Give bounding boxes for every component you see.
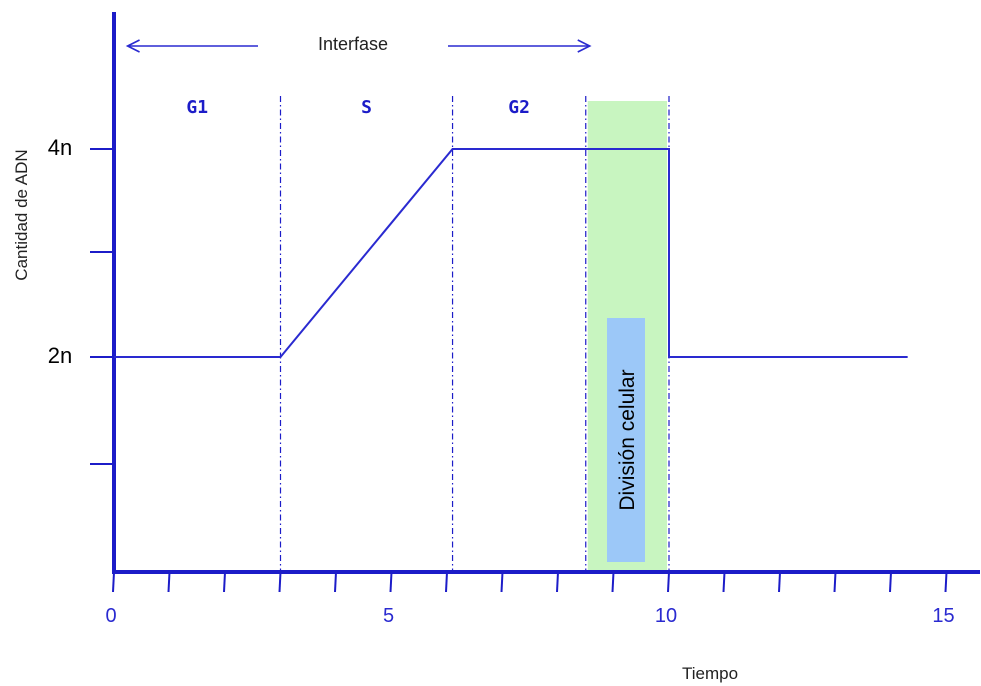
x-tick-label: 0 — [105, 605, 116, 627]
division-label: División celular — [616, 369, 639, 510]
y-axis-title: Cantidad de ADN — [12, 149, 31, 280]
x-tick-mark — [722, 571, 726, 593]
dna-content-line — [114, 148, 908, 358]
x-tick-mark — [167, 571, 171, 593]
x-axis-title: Tiempo — [682, 664, 738, 683]
phase-label: G2 — [508, 97, 530, 118]
x-tick-mark — [833, 571, 837, 593]
x-tick-label: 15 — [932, 605, 954, 627]
x-tick-mark — [667, 571, 670, 593]
division-label-box — [607, 318, 645, 562]
x-tick-mark — [112, 571, 115, 593]
x-tick-mark — [556, 571, 559, 593]
x-tick-mark — [223, 571, 226, 593]
x-tick-mark — [389, 571, 393, 593]
x-tick-label: 5 — [383, 605, 394, 627]
x-tick-mark — [334, 571, 337, 593]
x-tick-mark — [944, 571, 948, 593]
x-tick-mark — [778, 571, 781, 593]
x-tick-mark — [500, 571, 504, 593]
interphase-arrowhead-left — [125, 39, 140, 53]
y-level-label: 4n — [48, 135, 72, 160]
x-tick-mark — [611, 571, 615, 593]
y-level-label: 2n — [48, 343, 72, 368]
interphase-label: Interfase — [318, 34, 388, 54]
x-tick-mark — [889, 571, 892, 593]
interphase-arrowhead-right — [577, 39, 592, 53]
phase-label: G1 — [186, 97, 208, 118]
x-tick-label: 10 — [655, 605, 677, 627]
phase-label: S — [361, 97, 372, 118]
x-tick-mark — [445, 571, 448, 593]
x-tick-mark — [278, 571, 282, 593]
